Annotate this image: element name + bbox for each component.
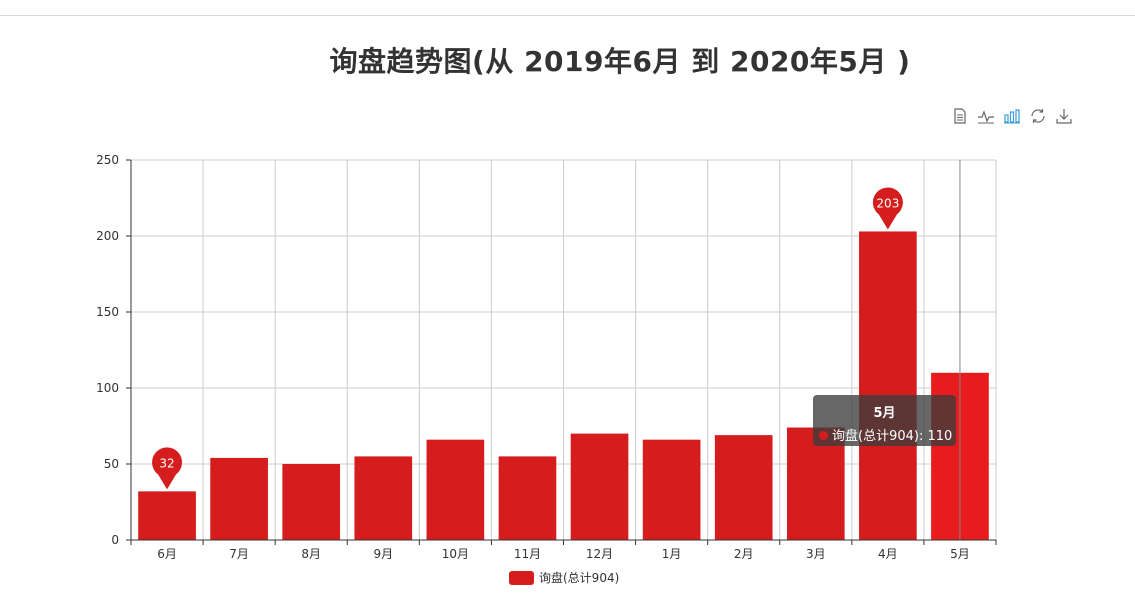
line-chart-icon[interactable] [976,106,996,126]
x-tick-label: 11月 [514,547,541,561]
legend-label: 询盘(总计904) [539,571,620,585]
y-tick-label: 250 [96,153,119,167]
x-tick-label: 9月 [373,547,393,561]
bar-chart-icon[interactable] [1002,106,1022,126]
x-tick-label: 3月 [806,547,826,561]
chart-title: 询盘趋势图(从 2019年6月 到 2020年5月 ) [329,45,911,78]
bar[interactable] [426,439,485,540]
x-tick-label: 10月 [442,547,469,561]
marker-pin [152,447,183,490]
bar[interactable] [498,456,557,540]
save-image-icon[interactable] [1054,106,1074,126]
x-tick-label: 8月 [301,547,321,561]
legend-swatch [509,570,534,585]
bar[interactable] [210,457,268,540]
x-tick-label: 4月 [878,547,898,561]
y-tick-label: 200 [96,229,119,243]
restore-icon[interactable] [1028,106,1048,126]
x-tick-label: 7月 [229,547,249,561]
top-divider [0,15,1135,16]
bar[interactable] [642,439,701,540]
legend[interactable]: 询盘(总计904) [509,569,619,586]
data-view-icon[interactable] [950,106,970,126]
bar[interactable] [354,456,413,540]
bar[interactable] [859,231,917,540]
y-tick-label: 150 [96,305,119,319]
x-tick-label: 2月 [734,547,754,561]
x-tick-label: 6月 [157,547,177,561]
bar[interactable] [570,433,629,540]
marker-label: 32 [159,456,174,470]
x-tick-label: 12月 [586,547,613,561]
x-tick-label: 5月 [950,547,970,561]
tooltip-series-dot [819,431,828,440]
tooltip: 5月 询盘(总计904): 110 [813,395,956,446]
bar[interactable] [786,427,845,540]
y-tick-label: 100 [96,381,119,395]
x-tick-label: 1月 [662,547,682,561]
bar[interactable] [282,464,341,540]
y-tick-label: 0 [111,533,119,547]
marker-label: 203 [876,196,899,210]
y-tick-label: 50 [104,457,119,471]
marker-pin [872,187,903,230]
chart-toolbox [950,106,1074,126]
bar[interactable] [138,491,196,540]
tooltip-text: 询盘(总计904): 110 [832,429,953,444]
bar[interactable] [714,435,773,540]
tooltip-title: 5月 [873,406,896,421]
